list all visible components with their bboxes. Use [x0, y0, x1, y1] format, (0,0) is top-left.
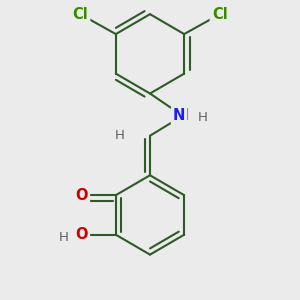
Text: O: O — [75, 188, 88, 203]
Text: Cl: Cl — [212, 7, 228, 22]
Text: H: H — [198, 111, 207, 124]
Text: N: N — [173, 108, 185, 123]
Text: O: O — [75, 227, 88, 242]
Text: Cl: Cl — [72, 7, 88, 22]
Text: O: O — [75, 188, 88, 203]
Text: Cl: Cl — [212, 7, 228, 22]
Text: O: O — [75, 227, 88, 242]
Text: H: H — [58, 231, 68, 244]
Text: Cl: Cl — [72, 7, 88, 22]
Text: N: N — [176, 108, 189, 123]
Text: H: H — [115, 129, 125, 142]
